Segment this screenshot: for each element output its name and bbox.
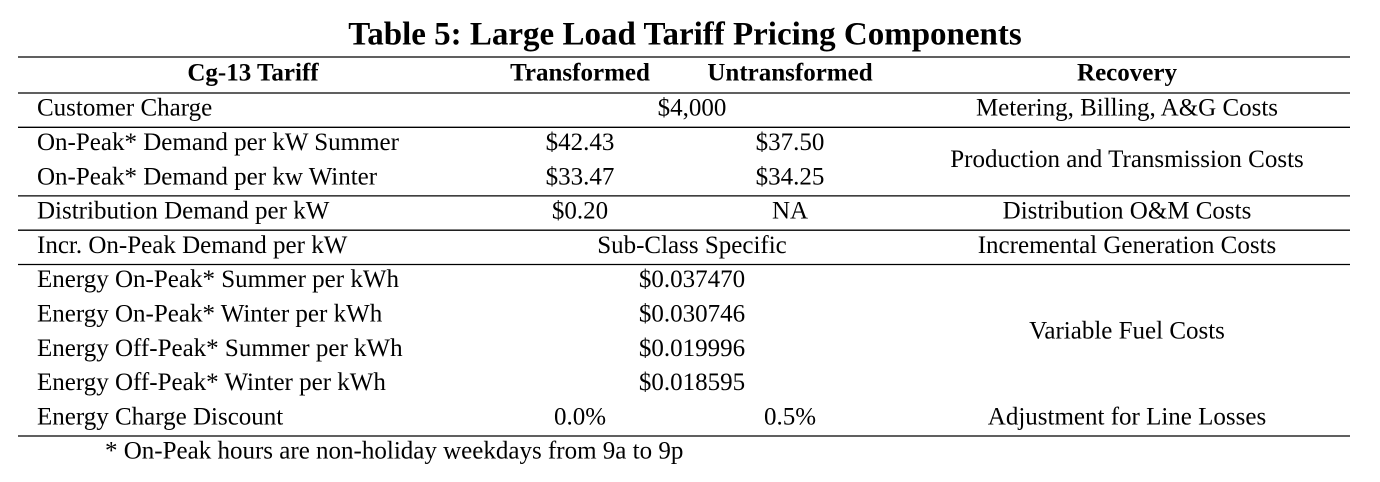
cell-value: $42.43: [546, 129, 615, 156]
row-label: On-Peak* Demand per kw Winter: [37, 163, 378, 190]
header-cell: Untransformed: [707, 60, 872, 87]
cell-value: $34.25: [756, 163, 825, 190]
row-label: Energy On-Peak* Summer per kWh: [37, 266, 399, 293]
footnote: * On-Peak hours are non-holiday weekdays…: [105, 438, 683, 465]
recovery: Incremental Generation Costs: [978, 232, 1277, 259]
header-cell: Transformed: [510, 60, 650, 87]
cell-value: NA: [772, 198, 808, 225]
recovery: Metering, Billing, A&G Costs: [976, 95, 1278, 122]
recovery: Production and Transmission Costs: [950, 146, 1304, 173]
cell-value: $0.037470: [639, 266, 745, 293]
row-label: Distribution Demand per kW: [37, 198, 330, 225]
cell-value: 0.5%: [764, 403, 816, 430]
cell-value: 0.0%: [554, 403, 606, 430]
row-label: Energy On-Peak* Winter per kWh: [37, 301, 383, 328]
header-cell: Recovery: [1077, 60, 1177, 87]
cell-value: $37.50: [756, 129, 825, 156]
cell-value: $0.030746: [639, 301, 745, 328]
table-title: Table 5: Large Load Tariff Pricing Compo…: [348, 17, 1022, 53]
cell-value: $4,000: [658, 95, 727, 122]
recovery: Variable Fuel Costs: [1029, 318, 1225, 345]
header-cell: Cg-13 Tariff: [187, 60, 319, 87]
cell-value: $0.018595: [639, 369, 745, 396]
recovery: Distribution O&M Costs: [1003, 198, 1252, 225]
row-label: Incr. On-Peak Demand per kW: [37, 232, 348, 259]
recovery: Adjustment for Line Losses: [988, 403, 1266, 430]
cell-value: $33.47: [546, 163, 615, 190]
row-label: Energy Off-Peak* Summer per kWh: [37, 335, 403, 362]
row-label: Customer Charge: [37, 95, 212, 122]
cell-value: Sub-Class Specific: [597, 232, 787, 259]
cell-value: $0.20: [552, 198, 608, 225]
cell-value: $0.019996: [639, 335, 745, 362]
row-label: On-Peak* Demand per kW Summer: [37, 129, 400, 156]
row-label: Energy Charge Discount: [37, 403, 283, 430]
row-label: Energy Off-Peak* Winter per kWh: [37, 369, 386, 396]
